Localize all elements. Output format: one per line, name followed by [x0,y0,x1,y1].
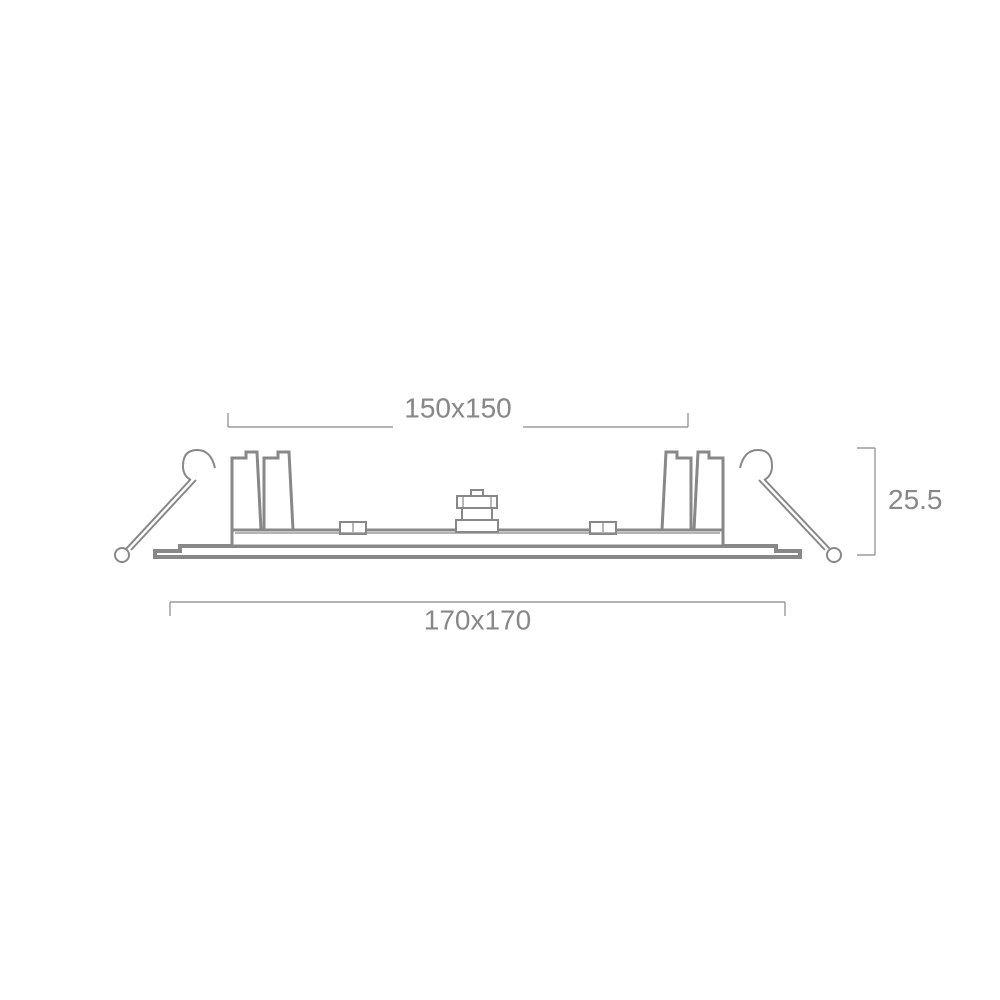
dimension-bottom: 170x170 [170,602,785,635]
technical-drawing: 150x150 150x150 170x170 25.5 [0,0,1000,1000]
fixture-body [155,452,800,557]
dimension-right: 25.5 [857,448,943,555]
dimension-right-label: 25.5 [888,484,943,515]
dimension-top-label-overlay: 150x150 [404,392,511,423]
dimension-top: 150x150 150x150 [228,392,688,437]
dimension-bottom-label: 170x170 [424,604,531,635]
